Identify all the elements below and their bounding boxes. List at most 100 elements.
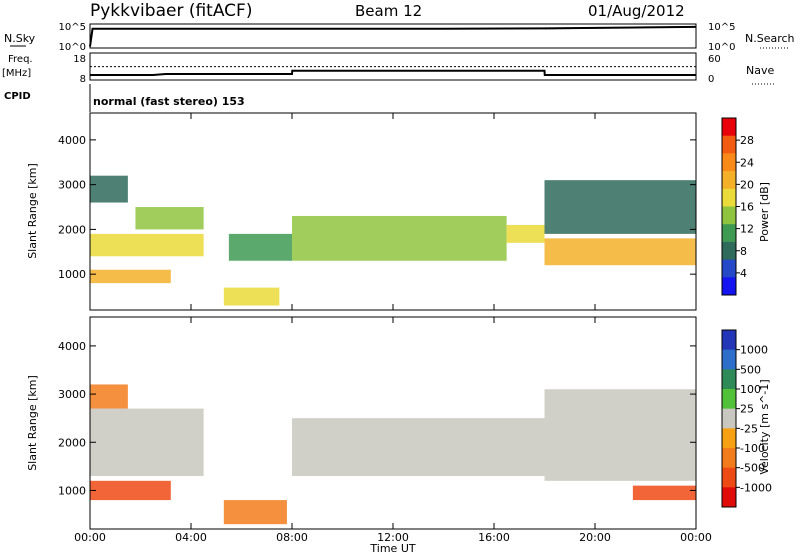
colorbar-label: 20: [740, 178, 754, 191]
nsky-label: N.Sky: [4, 32, 36, 45]
power-region: [90, 175, 128, 203]
colorbar-swatch: [722, 428, 736, 449]
freq-tick-bottom: 8: [80, 74, 86, 85]
colorbar-label: 16: [740, 201, 754, 214]
colorbar-swatch: [722, 241, 736, 261]
velocity-region: [632, 485, 696, 501]
colorbar-label: -1000: [740, 481, 772, 494]
velocity-heatmap-data: [90, 384, 696, 525]
power-region: [90, 233, 204, 257]
time-tick-label: 04:00: [175, 531, 207, 544]
power-region: [506, 224, 545, 243]
velocity-region: [223, 500, 287, 525]
power-range-label: Slant Range [km]: [26, 163, 39, 259]
colorbar-swatch: [722, 389, 736, 410]
colorbar-label: -25: [740, 422, 758, 435]
range-tick-label: 1000: [58, 484, 86, 497]
time-tick-label: 08:00: [276, 531, 308, 544]
nsearch-series: [544, 25, 697, 30]
freq-tick-top: 18: [73, 54, 86, 65]
station-title: Pykkvibaer (fitACF): [90, 1, 252, 21]
cpid-text: normal (fast stereo) 153: [93, 95, 245, 108]
velocity-range-axis: 1000 2000 3000 4000: [58, 340, 696, 497]
time-tick-label: 16:00: [478, 531, 510, 544]
time-axis-label: Time UT: [369, 542, 415, 554]
colorbar-swatch: [722, 206, 736, 225]
colorbar-frame: [721, 329, 737, 508]
velocity-range-label: Slant Range [km]: [26, 375, 39, 471]
beam-title: Beam 12: [355, 2, 422, 20]
colorbar-swatch: [722, 330, 736, 351]
cpid-label: CPID: [4, 91, 31, 102]
power-region: [292, 215, 507, 261]
time-axis: 00:00 04:00 08:00 12:00 16:00 20:00 00:00: [74, 113, 712, 544]
nave-tick-top: 60: [708, 54, 721, 65]
date-title: 01/Aug/2012: [588, 2, 685, 20]
velocity-colorbar: 1000 500 100 25 -25 -100 -500 -1000: [721, 329, 772, 508]
time-tick-label: 12:00: [377, 531, 409, 544]
colorbar-swatch: [722, 171, 736, 190]
time-tick-label: 20:00: [579, 531, 611, 544]
power-colorbar-title: Power [dB]: [758, 182, 771, 242]
range-tick-label: 4000: [58, 340, 86, 353]
colorbar-swatch: [722, 153, 736, 172]
nsearch-tick-top: 10^5: [708, 22, 735, 33]
colorbar-swatch: [722, 224, 736, 243]
velocity-colorbar-title: Velocity [m s^-1]: [758, 379, 771, 474]
power-region: [223, 287, 280, 306]
colorbar-label: 500: [740, 363, 761, 376]
power-region: [90, 269, 171, 284]
colorbar-swatch: [722, 349, 736, 370]
colorbar-swatch: [722, 448, 736, 469]
velocity-region: [544, 389, 696, 481]
range-tick-label: 2000: [58, 223, 86, 236]
velocity-region: [90, 408, 204, 476]
colorbar-swatch: [722, 118, 736, 137]
nave-tick-bottom: 0: [708, 74, 714, 85]
power-region: [135, 207, 204, 230]
colorbar-swatch: [722, 277, 736, 296]
power-range-axis: 1000 2000 3000 4000: [58, 134, 696, 281]
colorbar-swatch: [722, 188, 736, 207]
nsky-tick-bottom: 10^0: [59, 42, 86, 53]
freq-label: Freq.: [8, 54, 33, 65]
colorbar-label: 28: [740, 134, 754, 147]
power-region: [544, 238, 696, 266]
colorbar-swatch: [722, 487, 736, 508]
nsky-tick-top: 10^5: [59, 22, 86, 33]
nsearch-tick-bottom: 10^0: [708, 42, 735, 53]
colorbar-swatch: [722, 135, 736, 154]
colorbar-label: -100: [740, 442, 765, 455]
nave-label: Nave: [746, 64, 774, 77]
colorbar-swatch: [722, 259, 736, 278]
colorbar-label: 100: [740, 383, 761, 396]
colorbar-swatch: [722, 408, 736, 429]
colorbar-label: 12: [740, 223, 754, 236]
nsky-series: [89, 25, 697, 47]
colorbar-label: 1000: [740, 344, 768, 357]
velocity-region: [90, 384, 128, 409]
colorbar-label: -500: [740, 462, 765, 475]
colorbar-label: 24: [740, 156, 754, 169]
power-heatmap-data: [90, 175, 696, 306]
power-region: [544, 180, 696, 234]
nsearch-label: N.Search: [745, 32, 795, 45]
power-region: [228, 233, 292, 261]
colorbar-swatch: [722, 467, 736, 488]
range-tick-label: 1000: [58, 268, 86, 281]
colorbar-swatch: [722, 369, 736, 390]
range-tick-label: 2000: [58, 436, 86, 449]
range-tick-label: 4000: [58, 134, 86, 147]
freq-series: [90, 69, 696, 76]
colorbar-label: 8: [740, 245, 747, 258]
range-tick-label: 3000: [58, 179, 86, 192]
range-tick-label: 3000: [58, 388, 86, 401]
velocity-region: [90, 480, 171, 501]
noise-panel-frame: [89, 23, 697, 49]
power-colorbar: 28 24 20 16 12 8 4: [721, 117, 754, 296]
colorbar-label: 25: [740, 403, 754, 416]
time-tick-label: 00:00: [74, 531, 106, 544]
freq-unit-label: [MHz]: [2, 68, 31, 79]
velocity-region: [292, 418, 545, 476]
